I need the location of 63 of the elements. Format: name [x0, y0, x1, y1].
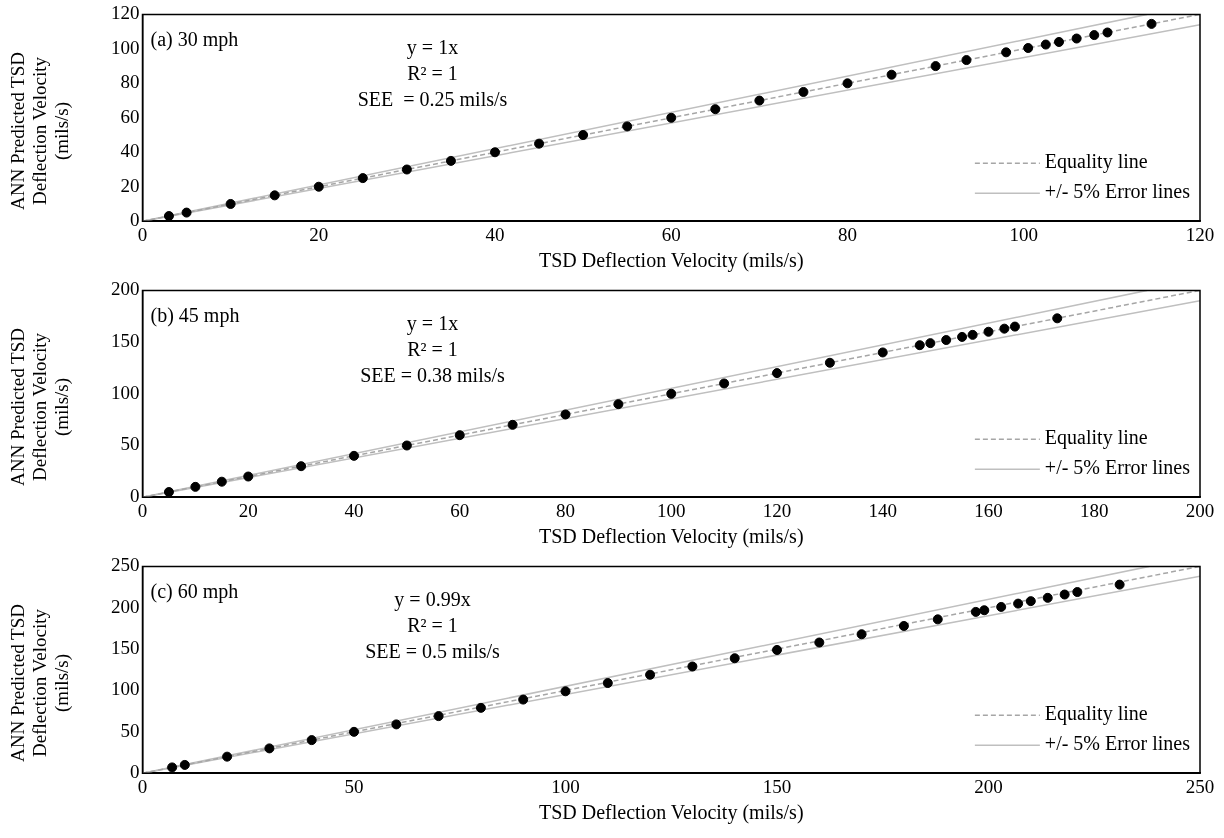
y-tick-label: 0: [130, 209, 140, 231]
x-tick-label: 80: [556, 499, 575, 521]
y-tick-label: 50: [120, 433, 140, 455]
y-tick-label: 250: [111, 554, 140, 576]
y-tick-label: 200: [111, 278, 140, 300]
y-tick-label: 150: [111, 637, 140, 659]
x-tick-label: 100: [551, 775, 580, 797]
x-tick-label: 40: [344, 499, 364, 521]
y-tick-label: 0: [130, 485, 140, 507]
legend-label: +/- 5% Error lines: [1044, 180, 1191, 203]
legend-label: Equality line: [1044, 150, 1148, 174]
y-tick-label: 40: [120, 140, 140, 162]
y-axis-title: ANN Predicted TSD Deflection Velocity (mils/s): [7, 327, 73, 488]
legend-label: +/- 5% Error lines: [1044, 732, 1191, 755]
annotation: (a) 30 mph: [150, 27, 239, 51]
x-tick-label: 200: [974, 775, 1003, 797]
y-axis-title: ANN Predicted TSD Deflection Velocity (mils/s): [7, 51, 73, 212]
annotation: (b) 45 mph: [150, 303, 240, 327]
x-tick-label: 20: [309, 223, 329, 245]
y-tick-label: 150: [111, 330, 140, 352]
x-tick-label: 180: [1080, 499, 1109, 521]
x-axis-title: TSD Deflection Velocity (mils/s): [538, 801, 804, 825]
x-tick-label: 80: [838, 223, 857, 245]
y-tick-label: 80: [120, 71, 140, 93]
legend-label: Equality line: [1044, 702, 1148, 726]
x-tick-label: 50: [344, 775, 364, 797]
y-tick-label: 20: [120, 174, 140, 196]
x-tick-label: 60: [450, 499, 470, 521]
x-tick-label: 100: [657, 499, 686, 521]
x-tick-label: 100: [1009, 223, 1038, 245]
x-tick-label: 120: [762, 499, 792, 521]
x-tick-label: 150: [762, 775, 792, 797]
y-tick-label: 200: [111, 595, 140, 617]
y-tick-label: 100: [111, 381, 140, 403]
annotation: y = 1x: [406, 35, 459, 59]
annotation: R² = 1: [407, 613, 458, 636]
y-tick-label: 120: [111, 2, 140, 24]
y-tick-label: 100: [111, 36, 140, 58]
x-tick-label: 40: [485, 223, 505, 245]
annotation: R² = 1: [407, 61, 458, 84]
annotation: y = 0.99x: [394, 587, 471, 611]
annotation: SEE = 0.25 mils/s: [357, 87, 508, 110]
y-tick-label: 0: [130, 761, 140, 783]
x-tick-label: 250: [1185, 775, 1215, 797]
legend-label: +/- 5% Error lines: [1044, 456, 1191, 479]
x-tick-label: 120: [1185, 223, 1215, 245]
annotation: R² = 1: [407, 337, 458, 360]
x-tick-label: 20: [238, 499, 258, 521]
legend-label: Equality line: [1044, 426, 1148, 450]
y-tick-label: 60: [120, 105, 140, 127]
x-tick-label: 200: [1185, 499, 1215, 521]
x-tick-label: 60: [661, 223, 681, 245]
y-tick-label: 50: [120, 719, 140, 741]
y-axis-title: ANN Predicted TSD Deflection Velocity (mils/s): [7, 603, 73, 764]
x-axis-title: TSD Deflection Velocity (mils/s): [538, 249, 804, 273]
annotation: y = 1x: [406, 311, 459, 335]
annotation: SEE = 0.5 mils/s: [365, 639, 501, 662]
annotation: SEE = 0.38 mils/s: [360, 363, 506, 386]
x-tick-label: 140: [868, 499, 897, 521]
x-axis-title: TSD Deflection Velocity (mils/s): [538, 525, 804, 549]
annotation: (c) 60 mph: [150, 579, 239, 603]
y-tick-label: 100: [111, 678, 140, 700]
x-tick-label: 160: [974, 499, 1003, 521]
